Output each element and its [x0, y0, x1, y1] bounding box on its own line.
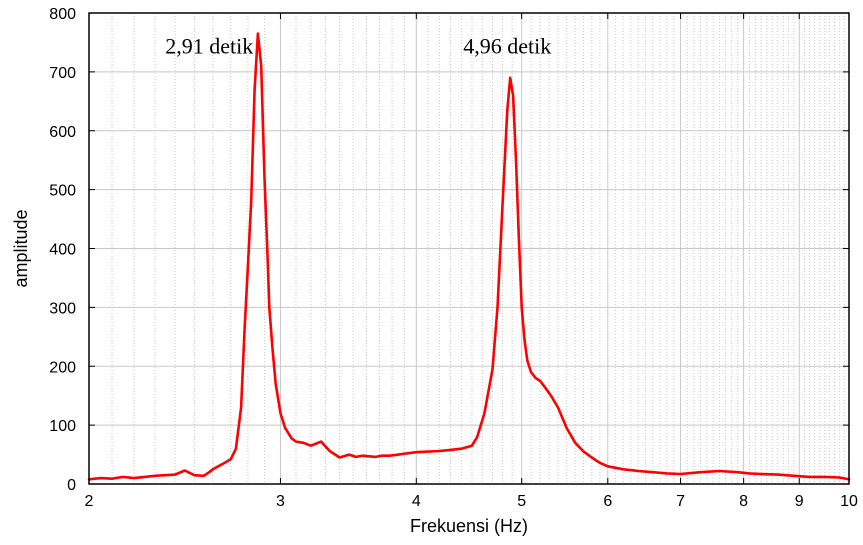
- y-tick-label: 200: [49, 359, 76, 376]
- y-axis-title: amplitude: [11, 209, 31, 287]
- y-tick-label: 400: [49, 242, 76, 259]
- y-tick-label: 500: [49, 183, 76, 200]
- y-tick-label: 800: [49, 6, 76, 23]
- x-tick-label: 4: [412, 493, 421, 510]
- y-tick-label: 300: [49, 300, 76, 317]
- annotation-label: 4,96 detik: [463, 33, 551, 58]
- x-tick-label: 9: [795, 493, 804, 510]
- ticks: [88, 12, 850, 485]
- annotations: 2,91 detik 4,96 detik: [165, 33, 551, 58]
- annotation-label: 2,91 detik: [165, 33, 253, 58]
- x-tick-label: 6: [603, 493, 612, 510]
- x-tick-label: 7: [676, 493, 685, 510]
- y-tick-label: 700: [49, 65, 76, 82]
- series-line-1: [87, 32, 851, 481]
- y-tick-label: 0: [67, 477, 76, 494]
- x-tick-label: 3: [276, 493, 285, 510]
- x-tick-label: 5: [517, 493, 526, 510]
- x-tick-label: 2: [85, 493, 94, 510]
- grid: [89, 13, 849, 484]
- series-layer: [87, 32, 851, 481]
- y-tick-label: 100: [49, 418, 76, 435]
- y-tick-label: 600: [49, 124, 76, 141]
- x-axis-title: Frekuensi (Hz): [410, 516, 528, 536]
- x-tick-label: 10: [840, 493, 858, 510]
- x-tick-label: 8: [739, 493, 748, 510]
